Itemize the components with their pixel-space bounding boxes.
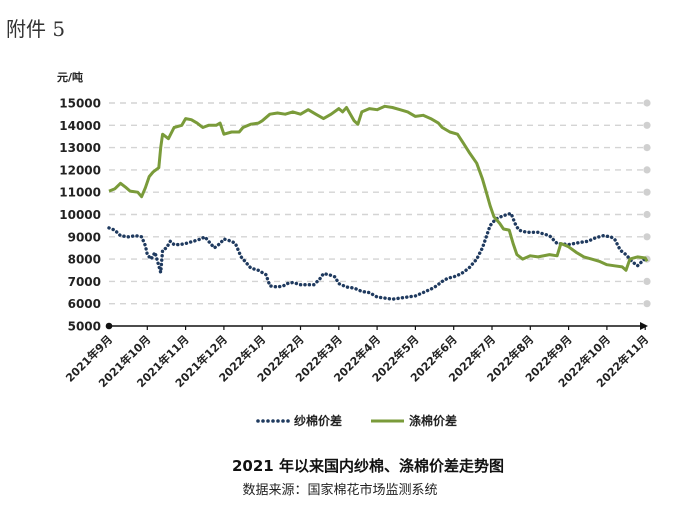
gridline-end-marker bbox=[643, 300, 651, 308]
x-axis-arrow bbox=[640, 322, 648, 330]
y-tick-label: 11000 bbox=[59, 186, 101, 200]
gridline-end-marker bbox=[643, 188, 651, 196]
gridline-end-marker bbox=[643, 144, 651, 152]
legend-swatch-dotted bbox=[256, 419, 290, 423]
legend-dot bbox=[276, 419, 280, 423]
gridlines bbox=[109, 99, 651, 308]
legend-dot bbox=[281, 419, 285, 423]
y-tick-label: 6000 bbox=[68, 297, 101, 311]
gridline-end-marker bbox=[643, 233, 651, 241]
legend-item-poly-cotton-spread: 涤棉价差 bbox=[371, 413, 457, 428]
series-group bbox=[107, 104, 649, 301]
legend-dot bbox=[261, 419, 265, 423]
series-line-1 bbox=[108, 104, 649, 272]
gridline-end-marker bbox=[643, 99, 651, 107]
legend-dot bbox=[256, 419, 260, 423]
y-axis-ticks: 5000 6000 7000 8000 9000 10000 11000 12000 13000… bbox=[59, 97, 101, 334]
legend-item-yarn-cotton-spread: 纱棉价差 bbox=[256, 413, 342, 428]
y-tick-label: 10000 bbox=[59, 208, 101, 222]
gridline-end-marker bbox=[643, 121, 651, 129]
y-axis-unit-label: 元/吨 bbox=[57, 70, 83, 84]
y-tick-label: 14000 bbox=[59, 119, 101, 133]
x-axis: 2021年9月2021年10月2021年11月2021年12月2022年1月20… bbox=[63, 322, 651, 390]
y-tick-label: 8000 bbox=[68, 253, 101, 267]
legend-label-poly-cotton-spread: 涤棉价差 bbox=[409, 413, 457, 428]
chart-title: 2021 年以来国内纱棉、涤棉价差走势图 bbox=[232, 457, 504, 475]
y-tick-label: 7000 bbox=[68, 275, 101, 289]
y-tick-label: 13000 bbox=[59, 141, 101, 155]
gridline-end-marker bbox=[643, 210, 651, 219]
y-tick-label: 12000 bbox=[59, 163, 101, 177]
gridline-end-marker bbox=[643, 166, 651, 174]
legend-dot bbox=[266, 419, 270, 423]
y-tick-label: 15000 bbox=[59, 97, 101, 111]
gridline-end-marker bbox=[643, 277, 651, 285]
legend: 纱棉价差 涤棉价差 bbox=[256, 413, 457, 428]
data-source-note: 数据来源：国家棉花市场监测系统 bbox=[242, 482, 437, 498]
y-tick-label: 9000 bbox=[68, 230, 101, 244]
series-line-0 bbox=[107, 211, 649, 301]
figure-label: 附件 5 bbox=[6, 17, 65, 41]
y-tick-label: 5000 bbox=[68, 320, 101, 334]
legend-dot bbox=[271, 419, 275, 423]
legend-dot bbox=[286, 419, 290, 423]
x-axis-origin-dot bbox=[105, 322, 113, 330]
legend-label-yarn-cotton-spread: 纱棉价差 bbox=[294, 413, 342, 428]
